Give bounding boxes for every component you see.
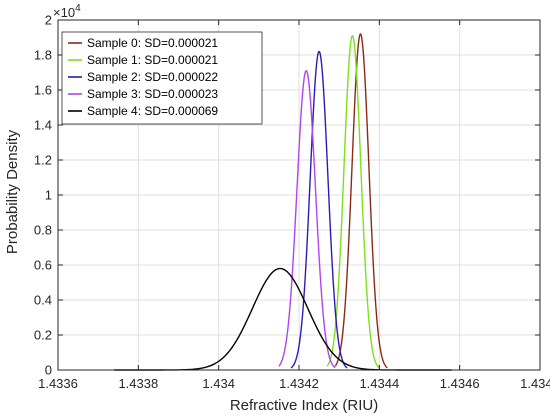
y-tick-label: 1.4 [34, 118, 52, 133]
y-tick-label: 0.8 [34, 223, 52, 238]
y-tick-label: 1.8 [34, 48, 52, 63]
legend-entry-sample-0: Sample 0: SD=0.000021 [87, 36, 218, 50]
x-tick-label: 1.4344 [359, 376, 399, 391]
legend-entry-sample-1: Sample 1: SD=0.000021 [87, 53, 218, 67]
y-tick-label: 0.2 [34, 328, 52, 343]
series-curve-sample-4 [114, 267, 452, 371]
y-tick-label: 2 [45, 13, 52, 28]
x-axis-label: Refractive Index (RIU) [230, 397, 378, 414]
legend-entry-sample-3: Sample 3: SD=0.000023 [87, 87, 218, 101]
series-curve-sample-0 [334, 33, 388, 369]
y-tick-label: 0.4 [34, 293, 52, 308]
x-tick-label: 1.4348 [520, 376, 550, 391]
legend-entry-sample-2: Sample 2: SD=0.000022 [87, 70, 218, 84]
y-exponent-label: ×104 [53, 3, 81, 20]
y-axis-label: Probability Density [4, 129, 21, 254]
y-tick-label: 0.6 [34, 258, 52, 273]
x-tick-label: 1.4336 [38, 376, 78, 391]
series-curve-sample-2 [290, 50, 348, 369]
legend: Sample 0: SD=0.000021 Sample 1: SD=0.0000… [61, 31, 263, 125]
x-tick-label: 1.4338 [118, 376, 158, 391]
y-tick-label: 1.2 [34, 153, 52, 168]
y-tick-labels: 0 0.2 0.4 0.6 0.8 1 1.2 1.4 1.6 1.8 2 [34, 13, 52, 378]
x-tick-labels: 1.4336 1.4338 1.434 1.4342 1.4344 1.4346 1.434… [38, 376, 550, 391]
series-curve-sample-1 [326, 35, 380, 369]
y-exponent-power: 4 [75, 3, 81, 14]
y-tick-label: 1 [45, 188, 52, 203]
x-tick-label: 1.434 [202, 376, 235, 391]
y-exponent-base: ×10 [53, 5, 75, 20]
x-tick-label: 1.4342 [279, 376, 319, 391]
legend-entry-sample-4: Sample 4: SD=0.000069 [87, 104, 218, 118]
legend-box [61, 31, 263, 125]
y-tick-label: 0 [45, 363, 52, 378]
x-tick-label: 1.4346 [440, 376, 480, 391]
axis-ticks [57, 19, 541, 371]
series-curve-sample-3 [278, 70, 336, 369]
y-tick-label: 1.6 [34, 83, 52, 98]
